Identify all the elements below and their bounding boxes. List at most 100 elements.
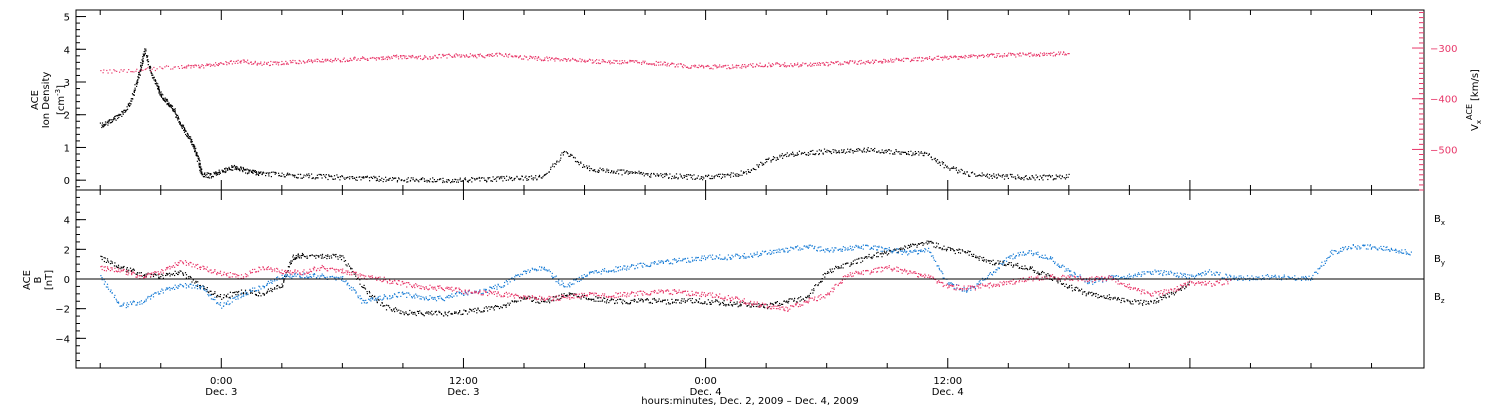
ion-density-point: [743, 172, 745, 174]
vx-point: [588, 58, 591, 60]
by-point: [1124, 277, 1126, 279]
bx-point: [339, 254, 341, 256]
vx-point: [198, 67, 200, 69]
by-point: [674, 259, 676, 261]
vx-point: [580, 61, 582, 63]
vx-point: [1064, 53, 1067, 55]
ion-density-point: [423, 178, 425, 180]
by-point: [687, 257, 689, 259]
ion-density-point: [988, 177, 990, 179]
by-point: [303, 272, 305, 274]
ion-density-point: [762, 163, 765, 165]
by-point: [344, 281, 346, 283]
vx-point: [851, 60, 853, 62]
by-point: [950, 282, 952, 284]
by-point: [581, 277, 583, 279]
ion-density-point: [483, 177, 485, 179]
ion-density-point: [486, 180, 488, 182]
vx-point: [785, 66, 787, 68]
vx-point: [990, 53, 992, 55]
by-point: [1079, 274, 1081, 276]
vx-point: [138, 70, 140, 73]
bx-point: [813, 289, 815, 292]
ion-density-point: [802, 152, 804, 154]
bx-point: [1010, 264, 1012, 266]
vx-point: [508, 54, 510, 56]
bx-point: [1114, 296, 1116, 298]
bx-point: [603, 297, 605, 299]
ion-density-point: [1035, 174, 1037, 176]
bx-point: [698, 298, 701, 300]
ion-density-point: [162, 99, 165, 101]
by-point: [1009, 255, 1011, 257]
bx-point: [983, 256, 985, 259]
bx-point: [750, 306, 752, 308]
top-left-tick-label: 2: [64, 111, 70, 122]
bx-point: [676, 299, 678, 301]
by-point: [277, 276, 279, 278]
bx-point: [612, 299, 614, 301]
by-point: [456, 295, 458, 297]
by-point: [662, 260, 664, 262]
vx-point: [184, 66, 186, 68]
by-point: [1084, 281, 1086, 283]
vx-point: [925, 57, 927, 59]
vx-point: [860, 63, 862, 65]
bx-point: [1077, 287, 1079, 289]
vx-point: [191, 64, 193, 67]
bx-point: [287, 270, 289, 272]
vx-point: [1044, 53, 1046, 55]
vx-point: [955, 56, 958, 58]
vx-point: [228, 63, 230, 65]
bx-point: [1156, 297, 1158, 299]
bx-point: [921, 242, 923, 244]
vx-point: [218, 63, 220, 65]
vx-point: [387, 55, 389, 57]
ion-density-point: [429, 181, 431, 183]
by-point: [366, 302, 368, 304]
bx-point: [959, 249, 961, 251]
ion-density-point: [1042, 179, 1044, 181]
ion-density-point: [1037, 176, 1039, 178]
vx-point: [954, 55, 956, 57]
ion-density-point: [155, 83, 157, 85]
ion-density-point: [362, 177, 364, 179]
by-point: [761, 250, 764, 252]
bx-point: [654, 299, 656, 301]
vx-point: [723, 65, 725, 67]
by-point: [695, 256, 697, 258]
bx-point: [1047, 273, 1049, 275]
vx-point: [178, 67, 180, 69]
by-point: [876, 249, 878, 251]
bx-point: [785, 301, 787, 303]
by-point: [1052, 260, 1054, 262]
bx-point: [860, 261, 862, 264]
ion-density-point: [169, 106, 171, 108]
by-point: [734, 255, 736, 257]
ion-density-point: [103, 124, 105, 127]
ion-density-point: [611, 170, 613, 172]
bx-point: [377, 298, 379, 301]
vx-point: [754, 65, 757, 68]
bx-point: [638, 298, 640, 300]
vx-point: [906, 57, 909, 59]
by-point: [1033, 253, 1035, 255]
bx-point: [1088, 291, 1090, 293]
bx-point: [1010, 262, 1012, 264]
vx-point: [915, 57, 917, 59]
bx-point: [1121, 297, 1123, 299]
ion-density-point: [665, 174, 667, 176]
ion-density-point: [824, 151, 827, 153]
ion-density-point: [583, 164, 585, 166]
bx-point: [262, 293, 264, 295]
by-point: [914, 250, 916, 252]
vx-point: [767, 65, 769, 68]
by-point: [970, 289, 972, 291]
ion-density-point: [379, 179, 381, 181]
ion-density-point: [257, 173, 259, 176]
by-point: [682, 258, 684, 260]
bx-point: [741, 301, 743, 303]
by-point: [654, 261, 656, 263]
bx-point: [168, 272, 171, 274]
by-point: [539, 266, 541, 268]
